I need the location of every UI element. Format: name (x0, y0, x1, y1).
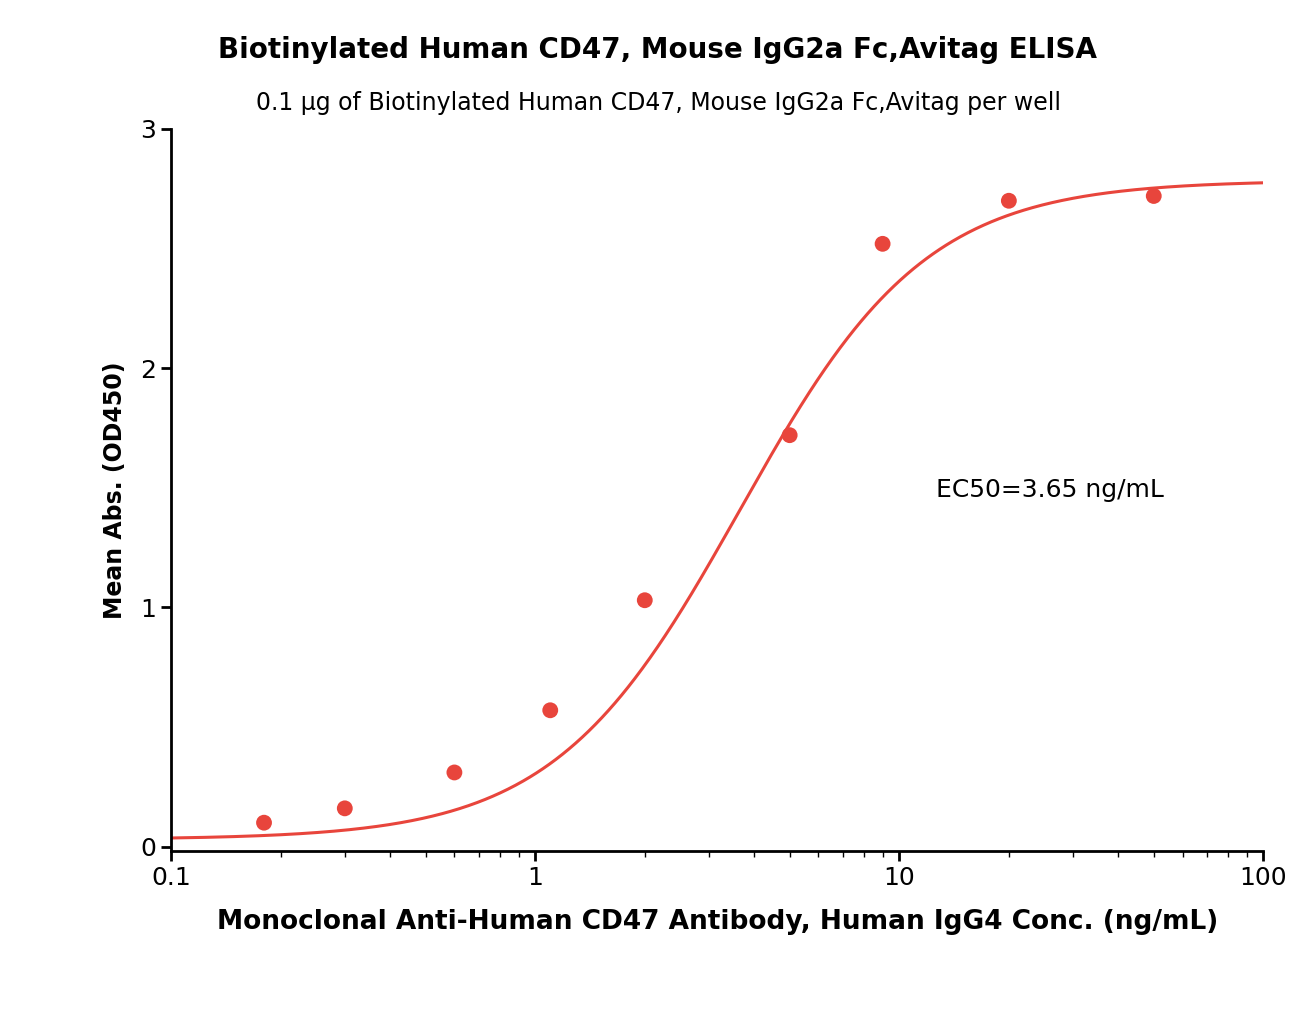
Text: EC50=3.65 ng/mL: EC50=3.65 ng/mL (936, 478, 1163, 503)
Point (334, 800, 355, 816)
Point (634, 592, 655, 609)
Text: Biotinylated Human CD47, Mouse IgG2a Fc,Avitag ELISA: Biotinylated Human CD47, Mouse IgG2a Fc,… (218, 36, 1098, 64)
Point (1144, 188, 1165, 204)
Point (779, 427, 800, 444)
Point (443, 765, 465, 781)
Point (254, 814, 275, 831)
Text: 0.1 μg of Biotinylated Human CD47, Mouse IgG2a Fc,Avitag per well: 0.1 μg of Biotinylated Human CD47, Mouse… (255, 91, 1061, 115)
Point (999, 193, 1020, 209)
X-axis label: Monoclonal Anti-Human CD47 Antibody, Human IgG4 Conc. (ng/mL): Monoclonal Anti-Human CD47 Antibody, Hum… (217, 909, 1217, 935)
Point (540, 702, 561, 718)
Y-axis label: Mean Abs. (OD450): Mean Abs. (OD450) (103, 361, 126, 619)
Point (873, 235, 894, 252)
